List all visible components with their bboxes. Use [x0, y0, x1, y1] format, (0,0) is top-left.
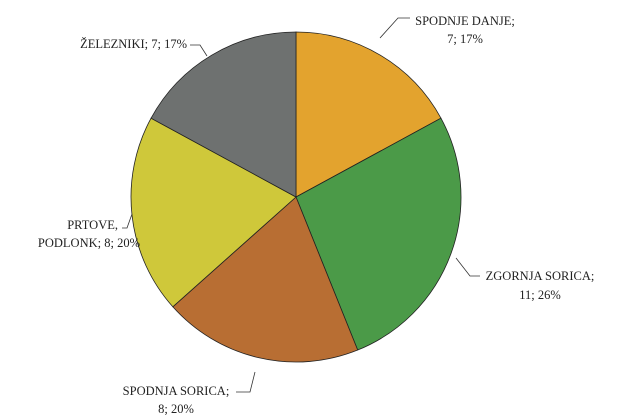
- data-label: 7; 17%: [447, 32, 483, 46]
- pie-slice: [295, 31, 442, 198]
- data-label: PRTOVE,: [67, 218, 118, 232]
- data-label: PODLONK; 8; 20%: [38, 236, 140, 250]
- data-label: ŽELEZNIKI; 7; 17%: [80, 37, 187, 51]
- leader-line: [236, 371, 256, 393]
- leader-line: [122, 213, 133, 229]
- leader-line: [379, 17, 410, 39]
- pie-slice: [295, 117, 462, 351]
- pie-slice: [172, 196, 359, 363]
- pie-slice: [130, 117, 297, 308]
- data-label: 8; 20%: [158, 402, 194, 416]
- data-label: SPODNJA SORICA;: [123, 384, 230, 398]
- data-label: 11; 26%: [519, 288, 561, 302]
- data-label: ZGORNJA SORICA;: [486, 269, 595, 283]
- pie-slice: [150, 31, 297, 198]
- leader-line: [455, 257, 480, 277]
- data-label: SPODNJE DANJE;: [415, 14, 515, 28]
- leader-line: [190, 44, 208, 57]
